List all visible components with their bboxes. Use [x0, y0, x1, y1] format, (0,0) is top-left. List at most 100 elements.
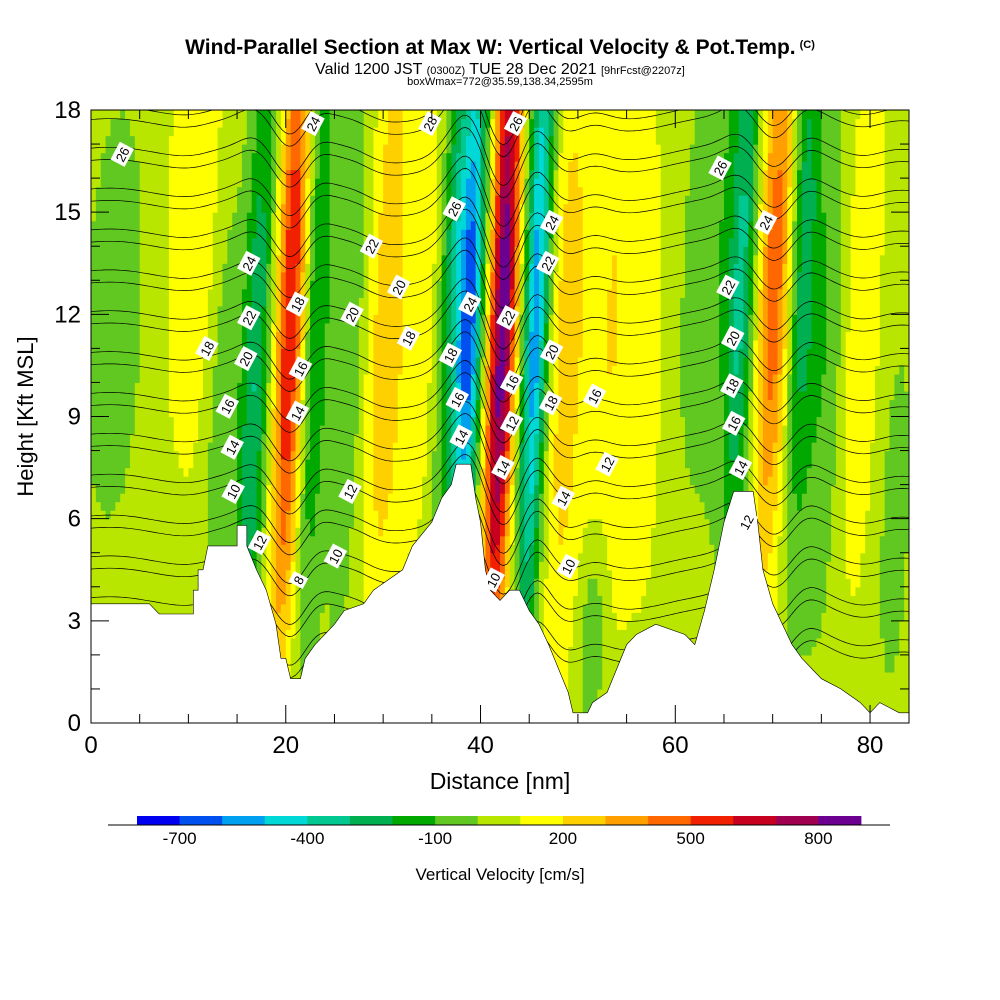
w-cell [276, 569, 287, 579]
w-cell [485, 280, 491, 290]
w-cell [373, 467, 394, 477]
w-cell [534, 382, 540, 392]
w-cell [821, 203, 842, 213]
w-cell [758, 246, 764, 256]
w-cell [276, 169, 282, 179]
w-cell [480, 161, 486, 171]
w-cell [295, 450, 301, 460]
w-cell [271, 254, 277, 264]
w-cell [266, 467, 272, 477]
w-cell [310, 152, 316, 162]
w-cell [378, 246, 404, 256]
w-cell [577, 161, 662, 171]
w-cell [723, 178, 735, 188]
w-cell [276, 348, 282, 358]
w-cell [782, 365, 788, 375]
w-cell [582, 654, 603, 664]
w-cell [680, 339, 720, 349]
w-cell [534, 161, 540, 171]
w-cell [519, 237, 525, 247]
theta-label-text: 26 [711, 158, 731, 178]
w-cell [139, 348, 170, 358]
w-cell [470, 459, 477, 469]
w-cell [261, 305, 267, 315]
w-cell [738, 450, 745, 460]
w-cell [300, 280, 306, 290]
w-cell [261, 484, 267, 494]
w-cell [529, 127, 535, 137]
w-cell [480, 365, 486, 375]
w-cell [534, 118, 540, 128]
w-cell [485, 254, 491, 264]
w-cell [300, 629, 321, 639]
colorbar: -700 -400 -100 200 500 800 [108, 816, 890, 848]
w-cell [529, 467, 535, 477]
w-cell [402, 135, 438, 145]
w-cell [402, 118, 438, 128]
w-cell [246, 416, 263, 426]
w-cell [782, 425, 788, 435]
w-cell [733, 229, 740, 239]
w-cell [787, 527, 832, 537]
w-cell [582, 186, 662, 196]
w-cell [538, 161, 545, 171]
y-tick-label: 6 [68, 506, 81, 533]
w-cell [373, 382, 399, 392]
w-cell [276, 305, 282, 315]
w-cell [91, 322, 141, 332]
w-cell [95, 493, 121, 503]
w-cell [762, 271, 769, 281]
w-cell [358, 348, 370, 358]
w-cell [553, 127, 560, 137]
w-cell [514, 544, 521, 554]
w-cell [524, 425, 530, 435]
w-cell [524, 161, 530, 171]
w-cell [504, 110, 516, 120]
w-cell [772, 459, 779, 469]
w-cell [290, 510, 297, 520]
w-cell [276, 271, 282, 281]
w-cell [461, 416, 472, 426]
w-cell [305, 297, 311, 307]
w-cell [767, 186, 774, 196]
w-cell [723, 203, 735, 213]
w-cell [480, 280, 486, 290]
w-cell [787, 569, 827, 579]
w-cell [733, 220, 740, 230]
w-cell [212, 416, 238, 426]
w-cell [470, 365, 477, 375]
w-cell [685, 246, 720, 256]
theta-label: 10 [323, 543, 348, 569]
w-cell [835, 459, 847, 469]
w-cell [582, 688, 598, 699]
w-cell [748, 433, 754, 443]
w-cell [860, 561, 881, 571]
theta-label-text: 12 [598, 455, 618, 475]
w-cell [324, 416, 360, 426]
w-cell [246, 237, 253, 247]
w-cell [504, 144, 511, 154]
w-cell [475, 178, 482, 188]
w-cell [899, 620, 909, 630]
w-cell [314, 178, 331, 188]
w-cell [529, 246, 535, 256]
w-cell [363, 459, 375, 469]
w-cell [855, 144, 886, 154]
w-cell [787, 425, 793, 435]
w-cell [363, 169, 375, 179]
w-cell [388, 493, 423, 503]
w-cell [504, 442, 511, 452]
w-cell [271, 246, 277, 256]
w-cell [753, 501, 759, 511]
w-cell [607, 365, 613, 375]
w-cell [480, 186, 486, 196]
w-cell [461, 169, 472, 179]
w-cell [840, 322, 852, 332]
w-cell [534, 561, 540, 571]
theta-label: 18 [396, 325, 421, 351]
w-cell [529, 203, 535, 213]
w-cell [787, 169, 793, 179]
w-cell [300, 501, 306, 511]
w-cell [758, 305, 764, 315]
w-cell [91, 552, 209, 562]
